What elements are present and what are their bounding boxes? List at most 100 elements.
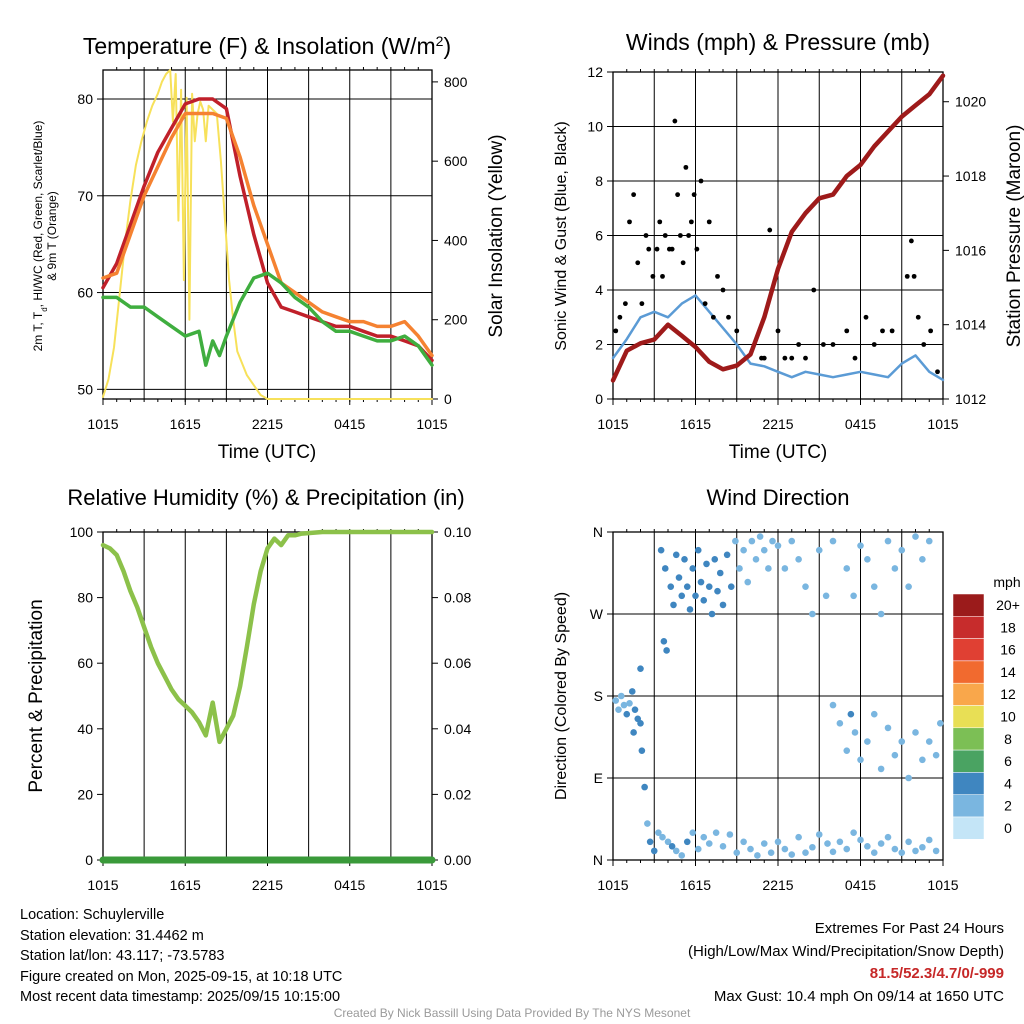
y-tick-label: N [593,524,603,540]
direction-point [877,610,885,618]
direction-point [694,845,702,853]
direction-point [936,720,944,727]
gust-point [627,219,632,225]
direction-point [857,836,864,844]
gust-point [820,342,826,347]
legend-label: 0 [1004,820,1012,836]
gust-point [904,273,910,279]
direction-point [644,820,651,827]
direction-point [727,583,735,590]
temperature-ylabel: 2m T, Td, HI/WC (Red, Green, Scarlet/Blu… [31,121,59,352]
direction-point [681,556,688,563]
direction-point [703,560,710,568]
direction-point [646,838,654,846]
direction-point [664,838,672,846]
y-tick-label: W [590,606,604,622]
direction-point [694,546,702,554]
direction-point [708,610,716,618]
direction-point [700,597,708,604]
direction-point [815,546,823,554]
y2-tick-label: 600 [444,153,468,169]
x-tick-label: 1015 [597,877,628,893]
direction-point [623,710,631,718]
direction-point [760,840,768,847]
legend-label: 4 [1004,775,1012,791]
direction-point [641,783,648,791]
y2-tick-label: 1014 [955,317,986,333]
direction-point [617,692,625,700]
y-tick-label: 20 [77,786,93,802]
gust-point [669,246,675,252]
direction-point [824,840,831,847]
direction-point [689,565,697,572]
direction-point [781,845,789,853]
legend-swatch [952,638,985,662]
series-9m-t [101,111,434,358]
direction-point [631,706,639,713]
direction-point [836,838,844,846]
y-tick-label: 50 [77,381,93,397]
direction-point [756,533,764,540]
y-tick-label: S [594,688,603,704]
direction-point [689,829,697,836]
gust-point [830,342,836,347]
extremes-values: 81.5/52.3/4.7/0/-999 [869,965,1004,982]
gust-point [662,233,668,238]
gust-point [688,219,694,225]
x-tick-label: 1615 [170,416,201,432]
direction-point [655,829,662,836]
wind-direction-panel: Wind Direction 1015 1615 2215 0415 1015 N E S W N… [553,485,1021,893]
gust-point [720,287,726,293]
direction-point [714,587,721,595]
y-tick-label: 10 [587,119,603,135]
y-tick-label: 80 [77,590,93,606]
legend-label: 10 [1000,709,1016,725]
gust-point [650,273,656,279]
direction-point [716,569,724,577]
x-tick-label: 1015 [87,416,118,432]
legend-label: 12 [1000,686,1016,702]
direction-point [733,849,741,857]
direction-point [711,556,719,563]
gust-point [789,355,795,361]
temperature-plot: 1015 1615 2215 0415 101550607080020040060080… [77,67,468,432]
direction-point [925,836,933,844]
station-latlon: Station lat/lon: 43.117; -73.5783 [20,948,225,964]
direction-point [822,592,830,600]
gust-point [639,301,645,307]
direction-point [919,843,926,851]
direction-point [663,647,670,654]
legend-label: 14 [1000,664,1016,680]
max-gust: Max Gust: 10.4 mph On 09/14 at 1650 UTC [713,987,1004,1005]
legend-swatch [952,705,985,729]
direction-point [843,747,851,754]
gust-point [863,314,869,320]
direction-point [864,556,871,563]
gust-point [796,342,802,347]
gust-point [683,164,689,170]
gust-point [715,273,720,279]
gust-point [775,328,781,334]
gust-point [646,246,652,252]
gust-point [622,301,628,307]
gust-point [889,328,895,334]
direction-point [736,565,743,572]
gust-point [871,342,877,347]
legend-swatch [952,772,985,795]
direction-point [912,847,919,855]
direction-point [884,724,892,732]
direction-point [748,537,756,545]
direction-point [659,833,666,841]
y-tick-label: E [594,770,603,786]
direction-point [747,845,754,853]
direction-point [870,710,878,718]
direction-point [630,729,637,736]
direction-point [884,833,892,841]
y-tick-label: 8 [595,173,603,189]
x-tick-label: 0415 [845,416,876,432]
direction-point [857,542,864,549]
humidity-ylabel: Percent & Precipitation [26,599,47,792]
winds-panel: Winds (mph) & Pressure (mb) 1015 1615 2215… [553,29,1024,463]
direction-point [692,592,699,600]
x-tick-label: 2215 [252,416,283,432]
